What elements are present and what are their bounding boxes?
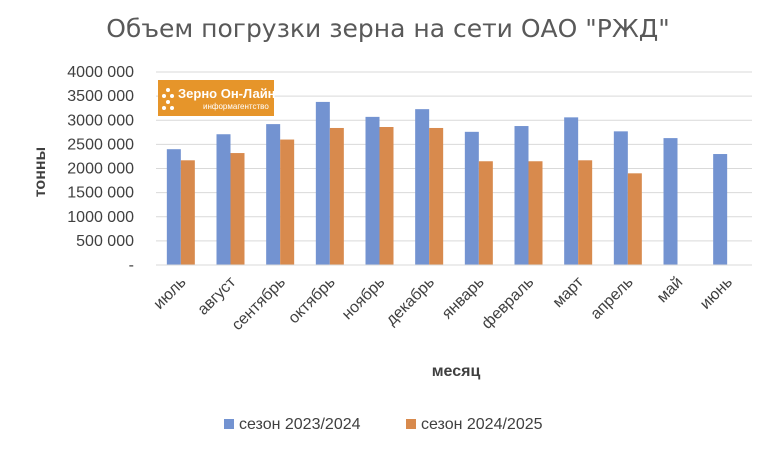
chart-title: Объем погрузки зерна на сети ОАО "РЖД" [106, 14, 670, 43]
bar [478, 161, 493, 265]
bar [429, 127, 444, 265]
bar [464, 131, 479, 265]
bar [379, 127, 394, 265]
x-tick-label: апрель [588, 274, 637, 323]
bar [315, 101, 330, 265]
bar [713, 154, 728, 265]
bar [613, 131, 628, 265]
y-tick-label: 500 000 [76, 233, 134, 250]
y-tick-label: 4000 000 [67, 64, 134, 81]
legend-swatch [224, 419, 234, 429]
bar [528, 161, 543, 265]
x-tick-label: ноябрь [339, 274, 388, 323]
bar [415, 109, 430, 265]
x-tick-label: июнь [697, 274, 736, 313]
legend-label: сезон 2024/2025 [421, 416, 543, 433]
x-tick-label: октябрь [285, 274, 338, 327]
x-tick-label: февраль [479, 274, 538, 333]
bar [627, 173, 642, 265]
bar [663, 138, 678, 265]
bar [266, 124, 281, 265]
wheat-icon [162, 88, 174, 110]
zerno-online-logo: Зерно Он-Лайн информагентство [158, 80, 276, 116]
x-axis-title: месяц [432, 363, 481, 380]
bar [329, 127, 344, 265]
x-tick-label: июль [151, 274, 190, 313]
y-tick-label: 1500 000 [67, 185, 134, 202]
bar [578, 160, 593, 265]
y-tick-label: 2000 000 [67, 161, 134, 178]
y-axis-title: тонны [32, 147, 49, 197]
y-tick-labels: - 500 000 1000 000 1500 000 2000 000 2500 000… [67, 64, 134, 274]
logo-line2: информагентство [203, 102, 269, 111]
x-tick-label: январь [439, 274, 488, 323]
bar [280, 139, 295, 265]
bar [216, 134, 231, 265]
y-tick-label: 3000 000 [67, 112, 134, 129]
x-tick-label: март [550, 273, 588, 311]
bar [365, 116, 380, 265]
x-tick-label: август [195, 273, 240, 318]
bar [230, 153, 245, 265]
x-tick-label: сентябрь [229, 274, 289, 334]
legend-label: сезон 2023/2024 [239, 416, 361, 433]
y-tick-label: 1000 000 [67, 209, 134, 226]
bar [166, 149, 181, 265]
legend-swatch [406, 419, 416, 429]
legend: сезон 2023/2024 сезон 2024/2025 [224, 416, 543, 433]
x-tick-label: май [654, 274, 686, 306]
x-tick-label: декабрь [383, 274, 438, 329]
bar [180, 160, 195, 265]
bar [564, 117, 579, 265]
y-tick-label: 2500 000 [67, 136, 134, 153]
logo-background [158, 80, 274, 116]
logo-line1: Зерно Он-Лайн [178, 86, 276, 101]
y-tick-label: 3500 000 [67, 88, 134, 105]
bars [166, 101, 728, 265]
y-tick-label: - [129, 257, 134, 274]
bar [514, 126, 529, 265]
